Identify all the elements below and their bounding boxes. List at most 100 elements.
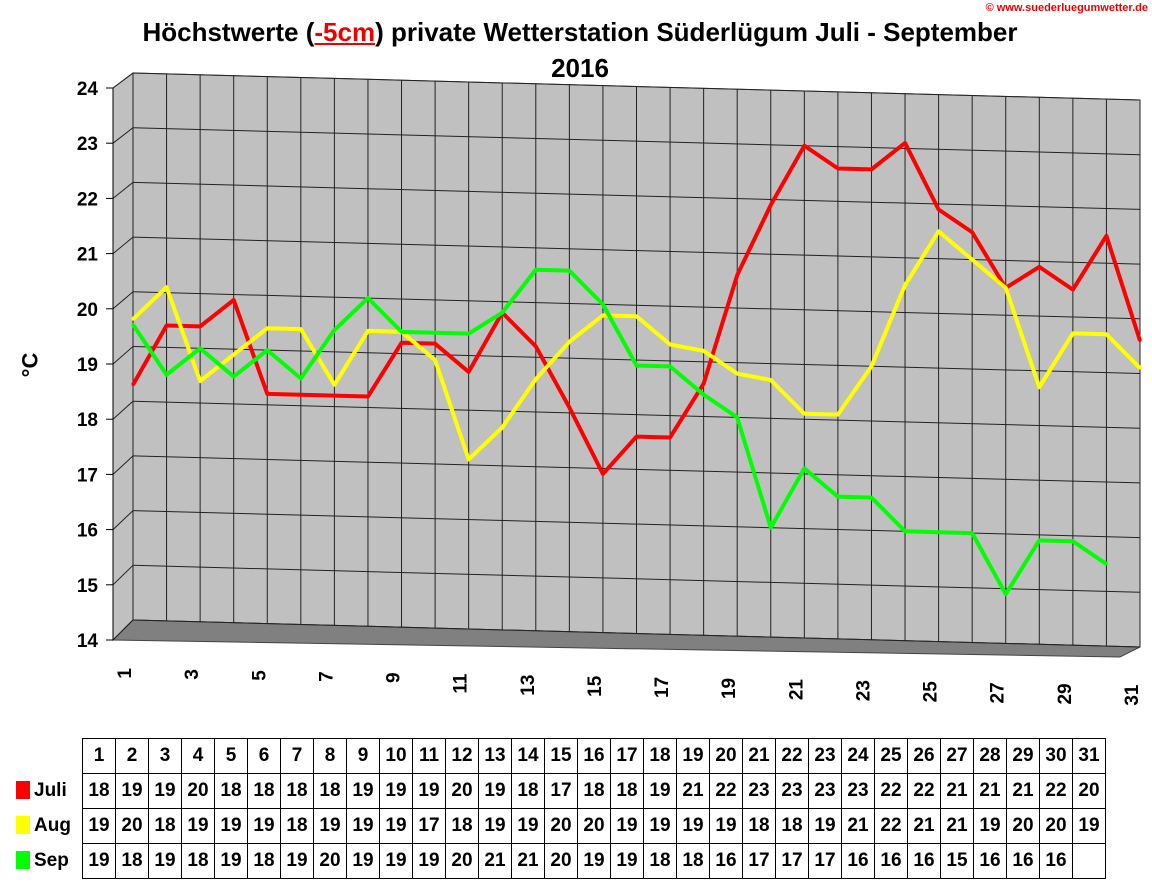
table-cell: 20 xyxy=(544,808,578,844)
data-point xyxy=(836,495,840,499)
table-day-header: 2 xyxy=(115,738,149,774)
table-header-row: 1 2 3 4 5 6 7 8 9 10 11 12 13 14 15 16 17 18 19 20 21 22 23 24 2… xyxy=(10,738,1106,774)
table-day-header: 19 xyxy=(676,738,710,774)
table-cell: 19 xyxy=(610,808,644,844)
table-cell: 19 xyxy=(973,808,1007,844)
data-point xyxy=(198,379,202,383)
data-point xyxy=(836,413,840,417)
data-point xyxy=(1138,339,1142,343)
table-cell: 16 xyxy=(1039,843,1073,879)
table-cell: 16 xyxy=(874,843,908,879)
table-row-juli: Juli 18 19 19 20 18 18 18 18 19 19 19 20 19 18 17 18 18 19… xyxy=(10,773,1106,809)
table-cell: 19 xyxy=(181,808,215,844)
data-point xyxy=(1071,539,1075,543)
series-line-sep xyxy=(131,267,1108,597)
data-point xyxy=(265,392,269,396)
table-cell: 21 xyxy=(907,808,941,844)
grid-wall xyxy=(112,127,134,144)
table-cell: 17 xyxy=(775,843,809,879)
data-point xyxy=(299,376,303,380)
table-cell: 22 xyxy=(874,808,908,844)
x-tick-label: 13 xyxy=(518,675,539,696)
table-cell: 18 xyxy=(115,843,149,879)
table-cell: 18 xyxy=(313,773,347,809)
data-point xyxy=(802,412,806,416)
table-cell: 17 xyxy=(544,773,578,809)
table-cell: 19 xyxy=(1072,808,1106,844)
data-point xyxy=(299,327,303,331)
table-day-header: 20 xyxy=(709,738,743,774)
table-cell: 19 xyxy=(610,843,644,879)
grid-wall xyxy=(112,346,134,365)
title-depth: -5cm xyxy=(314,17,376,47)
table-row-sep: Sep 19 18 19 18 19 18 19 20 19 19 19 20 21 21 20 19 19 18 1… xyxy=(10,843,1106,879)
y-tick-label: 17 xyxy=(77,465,98,486)
table-cell: 20 xyxy=(1072,773,1106,809)
table-cell: 18 xyxy=(775,808,809,844)
table-cell: 23 xyxy=(775,773,809,809)
table-cell: 23 xyxy=(808,773,842,809)
table-day-header: 12 xyxy=(445,738,479,774)
table-day-header: 10 xyxy=(379,738,413,774)
data-point xyxy=(332,383,336,387)
table-day-header: 18 xyxy=(643,738,677,774)
table-cell: 17 xyxy=(808,843,842,879)
table-row-aug: Aug 19 20 18 19 19 19 18 19 19 19 17 18 19 19 20 20 19 19 1… xyxy=(10,808,1106,844)
table-day-header: 3 xyxy=(148,738,182,774)
table-cell: 16 xyxy=(709,843,743,879)
table-cell: 19 xyxy=(82,843,116,879)
data-point xyxy=(534,344,538,348)
table-cell: 21 xyxy=(511,843,545,879)
legend-swatch xyxy=(16,816,30,834)
data-point xyxy=(165,324,169,328)
table-cell: 16 xyxy=(841,843,875,879)
grid-horizontal xyxy=(132,564,1141,593)
x-tick-label: 27 xyxy=(988,682,1009,703)
data-point xyxy=(131,317,135,321)
data-point xyxy=(836,166,840,170)
y-tick-label: 19 xyxy=(77,355,98,376)
table-cell: 18 xyxy=(280,773,314,809)
table-cell: 18 xyxy=(181,843,215,879)
grid-horizontal xyxy=(132,455,1141,484)
table-cell: 18 xyxy=(676,843,710,879)
table-cell: 19 xyxy=(379,843,413,879)
table-cell: 20 xyxy=(181,773,215,809)
table-cell: 19 xyxy=(643,773,677,809)
y-tick-label: 18 xyxy=(77,410,98,431)
table-cell: 18 xyxy=(148,808,182,844)
data-point xyxy=(735,372,739,376)
table-cell: 19 xyxy=(412,773,446,809)
data-point xyxy=(232,298,236,302)
x-tick-label: 1 xyxy=(115,668,136,679)
x-tick-label: 25 xyxy=(921,681,942,703)
grid-wall xyxy=(112,72,134,89)
legend-swatch xyxy=(16,851,30,869)
table-cell: 19 xyxy=(115,773,149,809)
data-point xyxy=(601,313,605,317)
data-point xyxy=(366,296,370,300)
data-point xyxy=(668,364,672,368)
table-cell: 21 xyxy=(940,808,974,844)
table-day-header: 9 xyxy=(346,738,380,774)
data-point xyxy=(1071,288,1075,292)
grid-horizontal xyxy=(132,619,1141,648)
table-cell: 23 xyxy=(841,773,875,809)
table-cell: 20 xyxy=(577,808,611,844)
data-point xyxy=(165,285,169,289)
table-cell: 19 xyxy=(478,808,512,844)
x-tick-label: 23 xyxy=(853,680,874,701)
data-point xyxy=(635,363,638,367)
table-cell: 15 xyxy=(940,843,974,879)
data-point xyxy=(1004,592,1008,596)
table-day-header: 21 xyxy=(742,738,776,774)
data-point xyxy=(366,395,370,399)
data-point xyxy=(702,393,706,397)
table-cell: 18 xyxy=(214,773,248,809)
table-cell: 19 xyxy=(280,843,314,879)
table-cell: 18 xyxy=(445,808,479,844)
data-point xyxy=(937,229,941,233)
data-point xyxy=(970,531,974,535)
data-point xyxy=(534,377,538,381)
table-cell: 19 xyxy=(214,808,248,844)
